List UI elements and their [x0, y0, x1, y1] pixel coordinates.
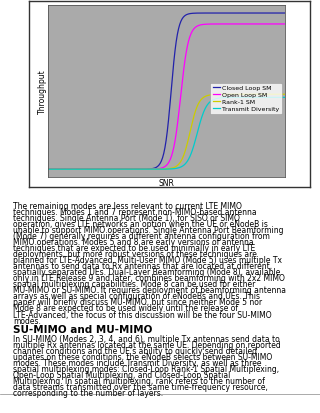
Rank-1 SM [140, 167, 144, 172]
Open Loop SM [46, 167, 50, 172]
Closed Loop SM [283, 12, 287, 17]
Text: Multiplexing. In spatial multiplexing, rank refers to the number of: Multiplexing. In spatial multiplexing, r… [13, 376, 265, 385]
Text: The remaining modes are less relevant to current LTE MIMO: The remaining modes are less relevant to… [13, 202, 242, 211]
Text: LTE-Advanced, the focus of this discussion will be the four SU-MIMO: LTE-Advanced, the focus of this discussi… [13, 310, 271, 319]
Text: modes.: modes. [13, 316, 41, 325]
Closed Loop SM [195, 12, 199, 17]
Text: Open-Loop Spatial Multiplexing, and Closed-Loop Spatial: Open-Loop Spatial Multiplexing, and Clos… [13, 370, 230, 379]
Text: operation, gives LTE networks an option when the UE or eNodeB is: operation, gives LTE networks an option … [13, 220, 268, 229]
Closed Loop SM [75, 167, 78, 172]
Line: Open Loop SM: Open Loop SM [48, 25, 285, 170]
Text: arrays as well as special configuration of eNodeBs and UEs. This: arrays as well as special configuration … [13, 292, 260, 301]
Text: planned for LTE-Advanced. Multi-User MIMO (Mode 5) uses multiple Tx: planned for LTE-Advanced. Multi-User MIM… [13, 256, 282, 265]
Text: modes. These modes include Transmit Diversity, as well as three: modes. These modes include Transmit Dive… [13, 358, 261, 367]
Transmit Diversity [217, 96, 221, 101]
Text: SU-MIMO and MU-MIMO: SU-MIMO and MU-MIMO [13, 324, 152, 334]
Text: deployments, but more robust versions of these techniques are: deployments, but more robust versions of… [13, 250, 257, 259]
Text: techniques. Modes 1 and 7 represent non-MIMO-based antenna: techniques. Modes 1 and 7 represent non-… [13, 208, 256, 217]
Transmit Diversity [46, 167, 50, 172]
Text: updates on these conditions, the eNodeB selects between SU-MIMO: updates on these conditions, the eNodeB … [13, 352, 272, 361]
Open Loop SM [283, 22, 287, 27]
Legend: Closed Loop SM, Open Loop SM, Rank-1 SM, Transmit Diversity: Closed Loop SM, Open Loop SM, Rank-1 SM,… [210, 83, 282, 114]
Closed Loop SM [140, 167, 144, 172]
Transmit Diversity [283, 96, 287, 101]
Rank-1 SM [46, 167, 50, 172]
Transmit Diversity [218, 96, 222, 101]
Closed Loop SM [123, 167, 127, 172]
Text: data streams transmitted over the same time-frequency resource,: data streams transmitted over the same t… [13, 382, 268, 391]
Text: techniques that are expected to be used minimally in early LTE: techniques that are expected to be used … [13, 244, 255, 253]
Text: techniques. Single Antenna Port (Mode 1), for SISO or SIMO: techniques. Single Antenna Port (Mode 1)… [13, 214, 240, 223]
Open Loop SM [123, 167, 127, 172]
Text: Figure 3 - Throughput of 2x2 MIMO Modes with Low Multipath Correlation: Figure 3 - Throughput of 2x2 MIMO Modes … [42, 190, 298, 195]
Rank-1 SM [123, 167, 127, 172]
Text: multiple Rx antennas located at the same UE. Depending on reported: multiple Rx antennas located at the same… [13, 340, 281, 349]
X-axis label: SNR: SNR [158, 179, 174, 188]
Text: spatially separated UEs. Dual-Layer Beamforming (Mode 8), available: spatially separated UEs. Dual-Layer Beam… [13, 268, 280, 277]
Transmit Diversity [195, 132, 199, 137]
Text: (Mode 7) generally requires a different antenna configuration from: (Mode 7) generally requires a different … [13, 232, 270, 241]
Open Loop SM [217, 22, 221, 27]
Text: MIMO operations. Modes 5 and 8 are early versions of antenna: MIMO operations. Modes 5 and 8 are early… [13, 238, 253, 247]
Text: only in LTE Release 9 and later, combines beamforming with 2x2 MIMO: only in LTE Release 9 and later, combine… [13, 274, 285, 283]
Transmit Diversity [75, 167, 78, 172]
Closed Loop SM [217, 12, 221, 17]
Text: Mode 8 are expected to be used widely until the release of: Mode 8 are expected to be used widely un… [13, 304, 238, 313]
Text: channel conditions and the UE’s ability to quickly send detailed: channel conditions and the UE’s ability … [13, 346, 257, 355]
Text: spatial multiplexing modes: Closed-Loop Rank-1 Spatial Multiplexing,: spatial multiplexing modes: Closed-Loop … [13, 364, 279, 373]
Line: Closed Loop SM: Closed Loop SM [48, 14, 285, 170]
Line: Transmit Diversity: Transmit Diversity [48, 98, 285, 170]
Rank-1 SM [218, 93, 222, 97]
Text: unable to support MIMO operations. Single Antenna Port Beamforming: unable to support MIMO operations. Singl… [13, 226, 283, 235]
Y-axis label: Throughput: Throughput [38, 69, 47, 114]
Rank-1 SM [283, 93, 287, 97]
Open Loop SM [75, 167, 78, 172]
Rank-1 SM [195, 105, 199, 110]
Transmit Diversity [123, 167, 127, 172]
Line: Rank-1 SM: Rank-1 SM [48, 95, 285, 170]
Text: paper will briefly discuss MU-MIMO, but since neither Mode 5 nor: paper will briefly discuss MU-MIMO, but … [13, 298, 262, 307]
Transmit Diversity [140, 167, 144, 172]
Text: antennas to send data to Rx antennas that are located at different,: antennas to send data to Rx antennas tha… [13, 262, 272, 271]
Closed Loop SM [218, 12, 222, 17]
Text: MU-MIMO or SU-MIMO. It requires deployment of beamforming antenna: MU-MIMO or SU-MIMO. It requires deployme… [13, 286, 286, 295]
Open Loop SM [140, 167, 144, 172]
Rank-1 SM [217, 93, 221, 97]
Closed Loop SM [46, 167, 50, 172]
Rank-1 SM [75, 167, 78, 172]
Open Loop SM [218, 22, 222, 27]
Text: Page 6: Page 6 [285, 400, 310, 409]
Open Loop SM [195, 25, 199, 30]
Text: corresponding to the number of layers.: corresponding to the number of layers. [13, 388, 163, 396]
Text: In SU-MIMO (Modes 2, 3, 4, and 6), multiple Tx antennas send data to: In SU-MIMO (Modes 2, 3, 4, and 6), multi… [13, 334, 280, 343]
Text: spatial multiplexing capabilities. Mode 8 can be used for either: spatial multiplexing capabilities. Mode … [13, 280, 255, 289]
